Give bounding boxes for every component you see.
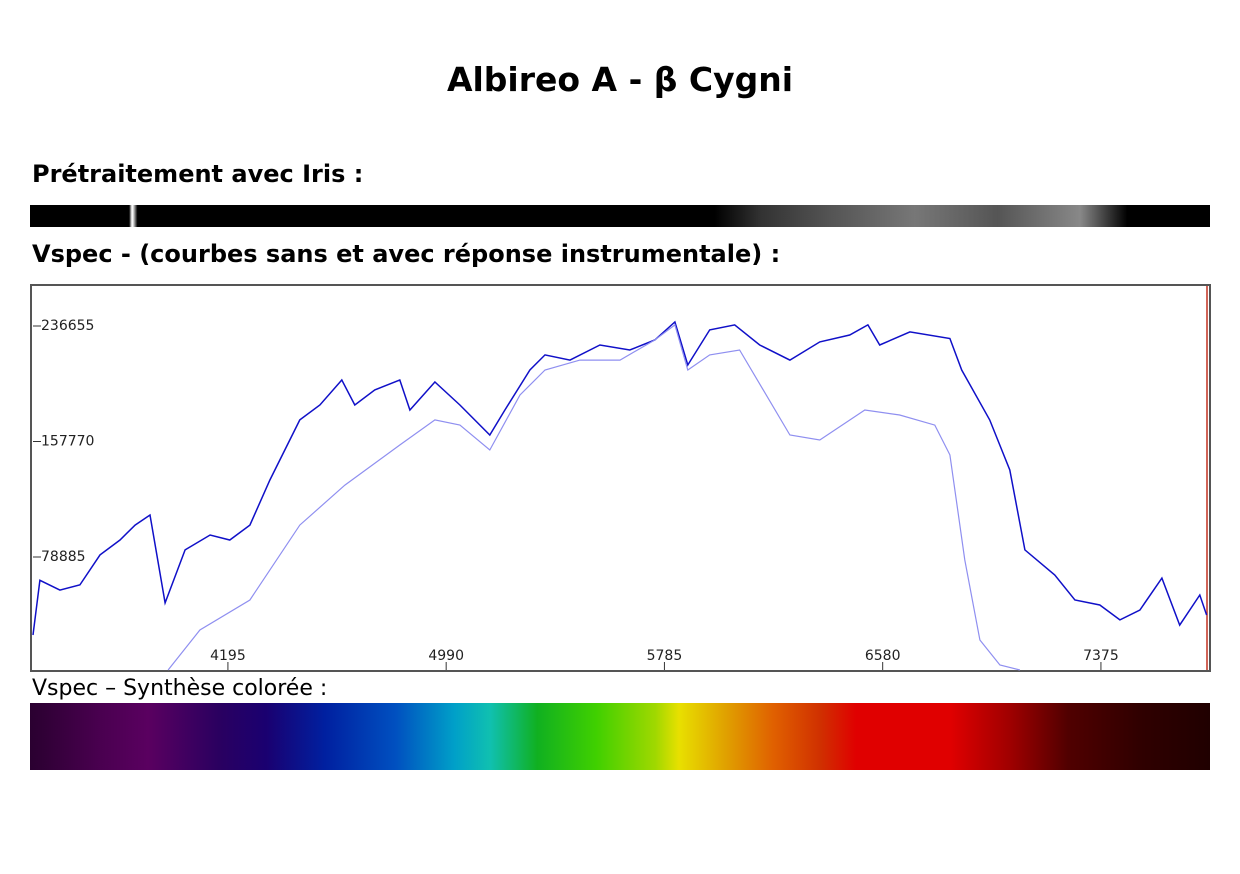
x-tick-label: 4990 xyxy=(428,648,464,664)
x-tick-label: 4195 xyxy=(210,648,246,664)
y-tick-label: 78885 xyxy=(41,549,86,565)
section-heading: Prétraitement avec Iris : xyxy=(32,160,364,188)
x-tick-label: 7375 xyxy=(1083,648,1119,664)
raw-spectrum-strip xyxy=(30,205,1210,227)
title: Albireo A - β Cygni xyxy=(446,60,794,99)
spectrum-line xyxy=(32,320,1208,636)
section-heading: Vspec – Synthèse colorée : xyxy=(32,676,328,701)
x-tick-label: 5785 xyxy=(647,648,683,664)
y-tick-label: 236655 xyxy=(41,318,94,334)
synthetic-spectrum-strip xyxy=(30,703,1210,770)
spectrum-line xyxy=(167,323,1021,671)
section-heading: Vspec - (courbes sans et avec réponse in… xyxy=(32,240,781,268)
plot-frame xyxy=(30,284,1211,672)
x-tick-label: 6580 xyxy=(865,648,901,664)
y-tick-label: 157770 xyxy=(41,434,94,450)
